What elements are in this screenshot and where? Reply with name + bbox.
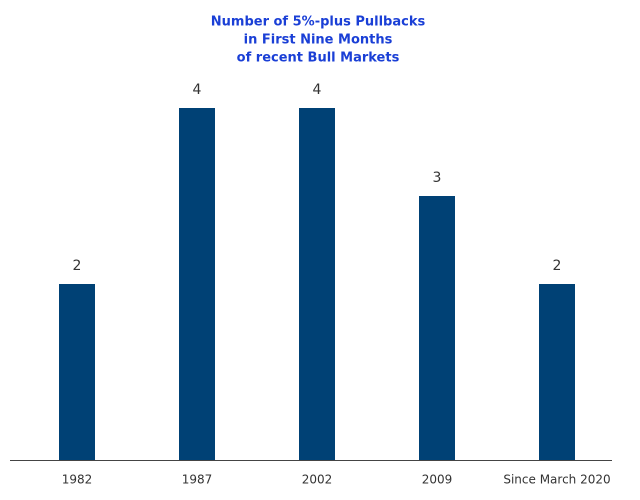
x-tick-label: 1987	[182, 473, 213, 487]
value-label: 3	[433, 170, 442, 186]
bar	[299, 108, 335, 460]
bar	[59, 284, 95, 460]
x-tick-label: 2009	[422, 473, 453, 487]
value-label: 2	[73, 258, 82, 274]
bar	[419, 196, 455, 460]
value-label: 4	[313, 82, 322, 98]
bar	[179, 108, 215, 460]
bar	[539, 284, 575, 460]
value-label: 2	[553, 258, 562, 274]
chart-title: Number of 5%-plus Pullbacks	[211, 15, 426, 30]
chart-title: in First Nine Months	[244, 33, 393, 48]
x-tick-label: 2002	[302, 473, 333, 487]
x-tick-label: 1982	[62, 473, 93, 487]
value-label: 4	[193, 82, 202, 98]
x-tick-label: Since March 2020	[503, 473, 610, 487]
chart-title: of recent Bull Markets	[237, 51, 400, 66]
